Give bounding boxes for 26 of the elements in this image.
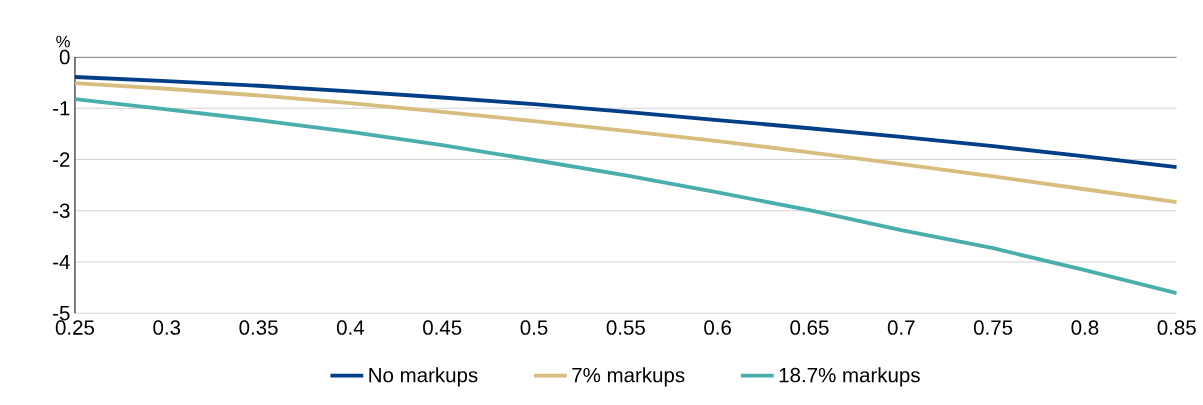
y-tick-label: 0: [59, 49, 70, 65]
x-tick-label: 0.5: [520, 320, 548, 335]
x-tick-label: 0.55: [606, 320, 645, 335]
line-series: [74, 81, 1177, 204]
y-tick-label: -5: [53, 305, 70, 321]
line-series: [74, 96, 1177, 295]
x-tick-label: 0.35: [239, 320, 278, 335]
x-tick-label: 0.7: [887, 320, 915, 335]
x-tick-label: 0.85: [1157, 320, 1196, 335]
legend-label: 18.7% markups: [779, 367, 920, 387]
x-tick-label: 0.8: [1071, 320, 1099, 335]
x-tick-label: 0.3: [153, 320, 181, 335]
x-tick-label: 0.6: [704, 320, 731, 335]
x-tick-label: 0.4: [336, 320, 365, 335]
y-tick-label: -4: [53, 254, 70, 269]
legend-label: 7% markups: [572, 367, 685, 387]
y-tick-label: -2: [53, 152, 70, 167]
legend-label: No markups: [369, 367, 478, 387]
x-tick-label: 0.25: [55, 320, 95, 335]
y-tick-label: -3: [53, 203, 70, 218]
y-tick-label: -1: [53, 100, 70, 116]
x-tick-label: 0.75: [973, 320, 1013, 335]
y-axis-title: %: [56, 35, 70, 48]
x-tick-label: 0.65: [790, 320, 829, 335]
x-tick-label: 0.45: [423, 320, 462, 335]
line-series: [74, 74, 1177, 169]
